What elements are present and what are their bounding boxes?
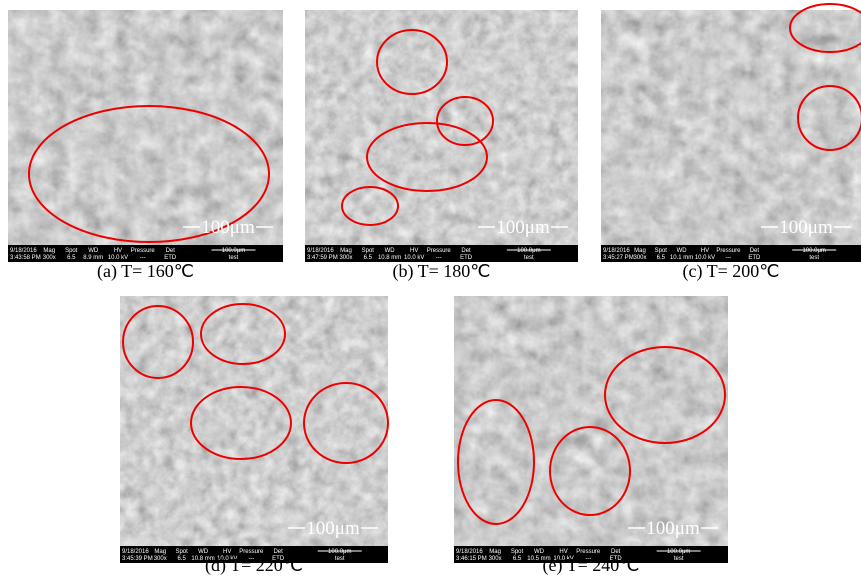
info-value: 6.5	[364, 255, 373, 261]
panel-caption: (c) T= 200℃	[682, 261, 779, 282]
info-header: Spot	[511, 549, 524, 555]
info-header: Mag	[340, 248, 352, 254]
info-time: 3:45:27 PM	[603, 255, 634, 261]
info-header: Spot	[175, 549, 188, 555]
info-date: 9/18/2016	[307, 248, 334, 254]
info-header: Mag	[154, 549, 166, 555]
info-bar-label: 100.0μm	[222, 248, 245, 254]
info-header: Pressure	[131, 248, 156, 254]
scale-label: 100μm	[646, 518, 700, 539]
info-header: WD	[385, 248, 396, 254]
info-date: 9/18/2016	[122, 549, 149, 555]
info-bar-label: 100.0μm	[328, 549, 351, 555]
sem-texture	[601, 10, 861, 245]
info-header: Det	[461, 248, 471, 254]
info-date: 9/18/2016	[603, 248, 630, 254]
panel-caption: (d) T= 220℃	[205, 555, 303, 576]
sem-texture	[8, 10, 283, 245]
info-value: 6.5	[657, 255, 666, 261]
info-label: test	[229, 255, 239, 261]
panel-caption: (e) T= 240℃	[542, 555, 639, 576]
scale-label: 100μm	[201, 217, 255, 238]
figure: 100μm9/18/20163:43:58 PMMag300xSpot6.5WD…	[0, 0, 861, 580]
panel-caption: (b) T= 180℃	[392, 261, 490, 282]
info-time: 3:46:15 PM	[456, 556, 487, 562]
info-time: 3:47:59 PM	[307, 255, 338, 261]
sem-texture	[120, 296, 388, 546]
scale-label: 100μm	[306, 518, 360, 539]
info-value: 300x	[43, 255, 56, 261]
info-header: Pressure	[427, 248, 452, 254]
info-time: 3:43:58 PM	[10, 255, 41, 261]
info-header: Mag	[634, 248, 646, 254]
info-header: Spot	[362, 248, 375, 254]
info-header: HV	[114, 248, 122, 254]
info-label: test	[524, 255, 534, 261]
info-value: 300x	[633, 255, 646, 261]
info-value: 300x	[339, 255, 352, 261]
info-header: WD	[677, 248, 688, 254]
info-bar-label: 100.0μm	[802, 248, 825, 254]
info-value: 6.5	[513, 556, 522, 562]
info-value: 300x	[489, 556, 502, 562]
info-header: WD	[88, 248, 99, 254]
info-header: Pressure	[716, 248, 741, 254]
info-time: 3:45:39 PM	[122, 556, 153, 562]
info-header: Mag	[489, 549, 501, 555]
info-header: Spot	[655, 248, 668, 254]
info-bar-label: 100.0μm	[517, 248, 540, 254]
info-header: Spot	[65, 248, 78, 254]
info-label: test	[335, 556, 345, 562]
info-header: HV	[701, 248, 709, 254]
info-header: Det	[750, 248, 760, 254]
info-bar-label: 100.0μm	[667, 549, 690, 555]
info-date: 9/18/2016	[456, 549, 483, 555]
scale-label: 100μm	[779, 217, 833, 238]
info-header: HV	[410, 248, 418, 254]
scale-label: 100μm	[496, 217, 550, 238]
info-value: 300x	[154, 556, 167, 562]
info-header: Mag	[43, 248, 55, 254]
info-date: 9/18/2016	[10, 248, 37, 254]
sem-texture	[454, 296, 728, 546]
info-value: 6.5	[67, 255, 76, 261]
info-value: 6.5	[177, 556, 186, 562]
panel-caption: (a) T= 160℃	[97, 261, 194, 282]
info-label: test	[674, 556, 684, 562]
info-label: test	[809, 255, 819, 261]
info-header: Det	[166, 248, 176, 254]
